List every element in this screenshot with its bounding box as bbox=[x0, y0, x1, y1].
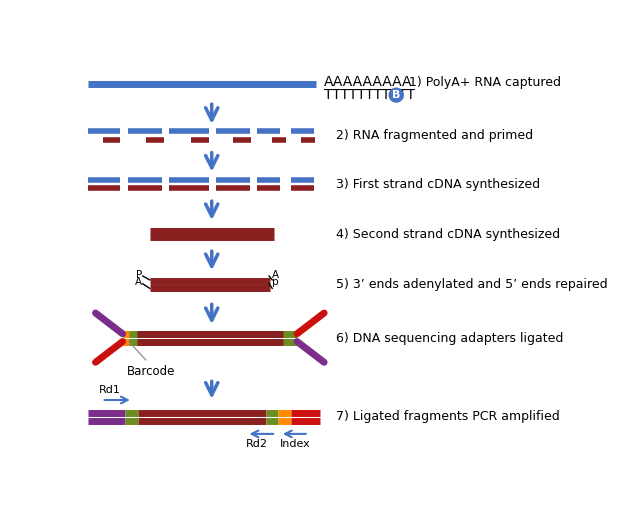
Text: p: p bbox=[272, 277, 279, 287]
Text: A: A bbox=[135, 277, 142, 287]
Text: 3) First strand cDNA synthesized: 3) First strand cDNA synthesized bbox=[336, 178, 540, 191]
Text: 6) DNA sequencing adapters ligated: 6) DNA sequencing adapters ligated bbox=[336, 332, 563, 345]
Circle shape bbox=[389, 88, 403, 102]
Text: Barcode: Barcode bbox=[127, 366, 175, 378]
Text: 1) PolyA+ RNA captured: 1) PolyA+ RNA captured bbox=[410, 75, 561, 88]
Text: 2) RNA fragmented and primed: 2) RNA fragmented and primed bbox=[336, 129, 533, 142]
Text: A: A bbox=[272, 269, 279, 279]
Text: B: B bbox=[392, 90, 401, 100]
Text: Rd1: Rd1 bbox=[99, 384, 120, 395]
Text: 7) Ligated fragments PCR amplified: 7) Ligated fragments PCR amplified bbox=[336, 411, 559, 424]
Text: AAAAAAAAA: AAAAAAAAA bbox=[324, 75, 413, 89]
Text: Index: Index bbox=[280, 439, 310, 449]
Text: Rd2: Rd2 bbox=[246, 439, 268, 449]
Text: TTTTTTTTTTT: TTTTTTTTTTT bbox=[324, 88, 415, 102]
Text: P: P bbox=[136, 269, 142, 279]
Text: 5) 3’ ends adenylated and 5’ ends repaired: 5) 3’ ends adenylated and 5’ ends repair… bbox=[336, 278, 607, 291]
Text: 4) Second strand cDNA synthesized: 4) Second strand cDNA synthesized bbox=[336, 228, 560, 241]
